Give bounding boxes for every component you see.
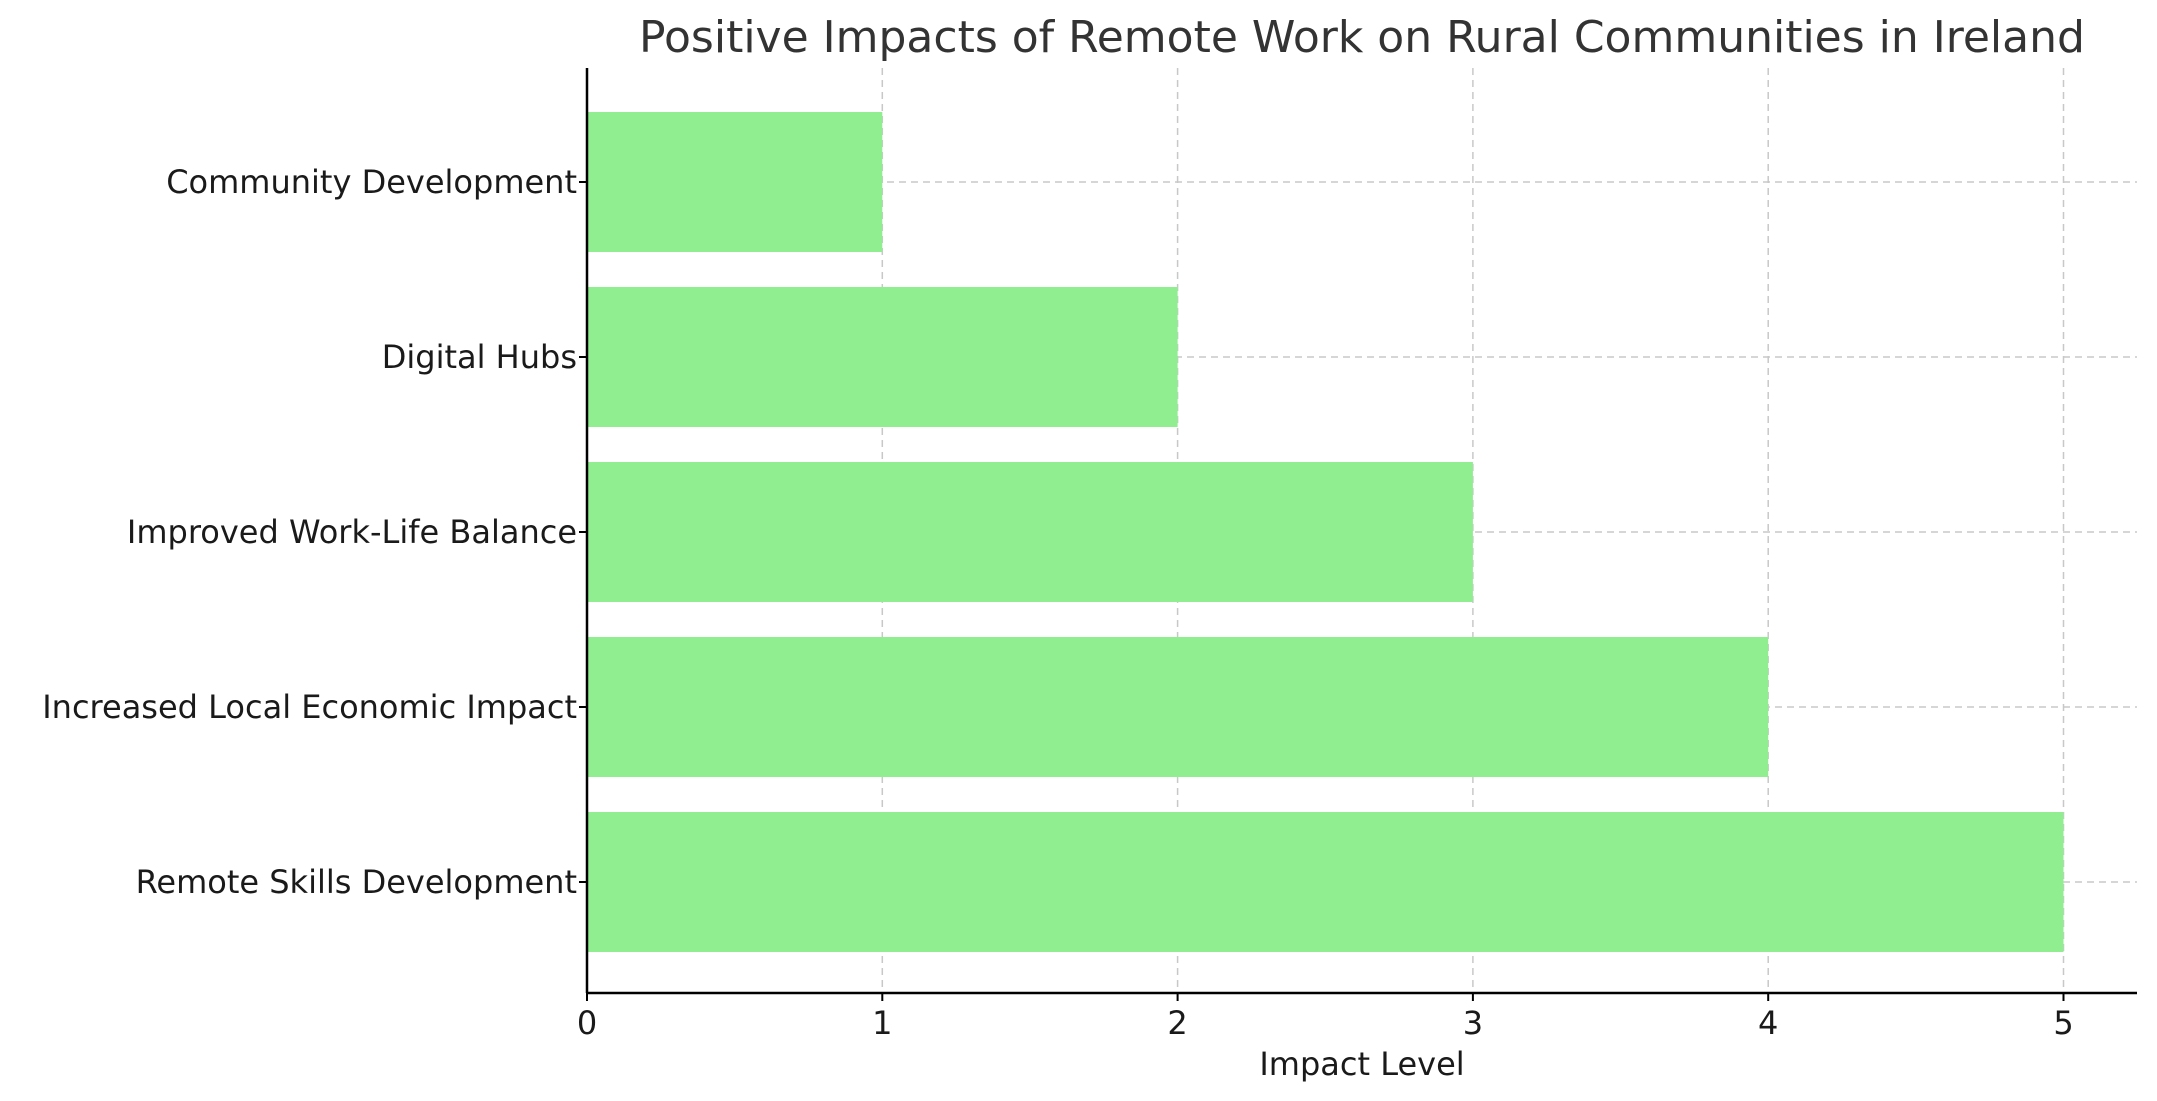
x-axis-title: Impact Level: [1259, 1045, 1464, 1083]
x-tick-label-0: 0: [577, 1004, 597, 1042]
bar-improved-work-life-balance: [587, 462, 1473, 602]
x-tick-label-5: 5: [2053, 1004, 2073, 1042]
x-tick-label-3: 3: [1463, 1004, 1483, 1042]
y-tick-label-remote-skills-development: Remote Skills Development: [136, 863, 577, 901]
bar-layer: [587, 112, 2064, 952]
x-tick-label-4: 4: [1758, 1004, 1778, 1042]
chart-title: Positive Impacts of Remote Work on Rural…: [639, 12, 2085, 63]
bar-remote-skills-development: [587, 812, 2064, 952]
bar-community-development: [587, 112, 883, 252]
label-layer: Community Development Digital Hubs Improve…: [42, 163, 2073, 1042]
axis-layer: [579, 68, 2137, 1001]
y-tick-label-community-development: Community Development: [166, 163, 577, 201]
y-tick-label-increased-local-economic-impact: Increased Local Economic Impact: [42, 688, 577, 726]
y-tick-label-improved-work-life-balance: Improved Work-Life Balance: [127, 513, 577, 551]
bar-increased-local-economic-impact: [587, 637, 1769, 777]
x-tick-label-2: 2: [1167, 1004, 1187, 1042]
y-tick-label-digital-hubs: Digital Hubs: [382, 338, 577, 376]
bar-digital-hubs: [587, 287, 1178, 427]
x-tick-label-1: 1: [872, 1004, 892, 1042]
